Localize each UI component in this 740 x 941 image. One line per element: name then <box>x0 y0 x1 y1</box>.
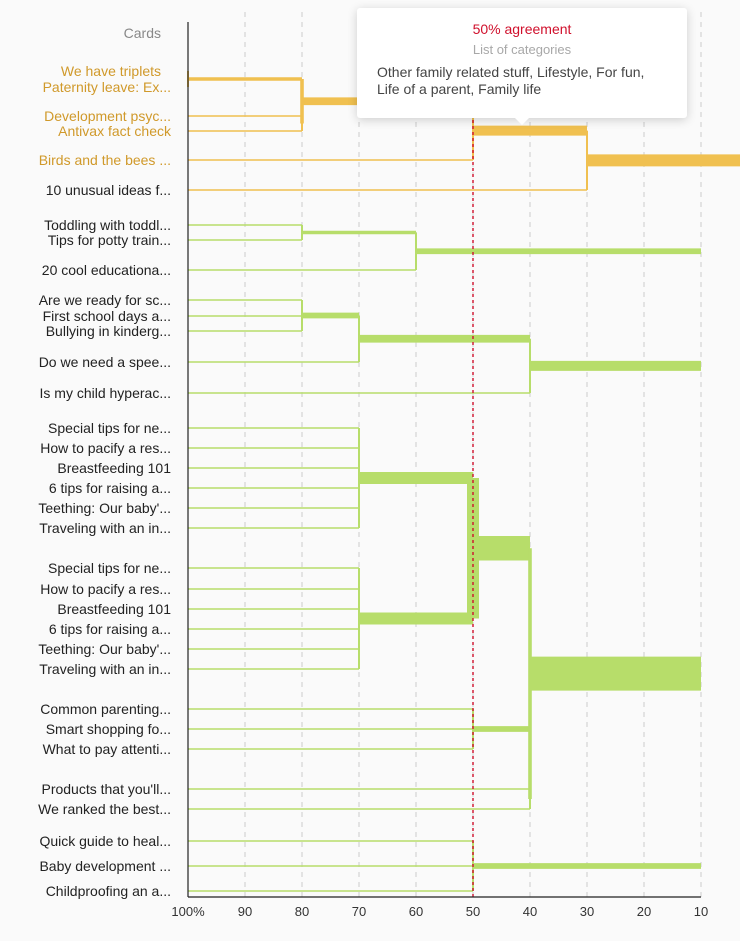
x-tick-label: 30 <box>580 904 594 919</box>
tooltip-subtitle: List of categories <box>472 42 572 57</box>
card-label[interactable]: Development psyc... <box>44 108 171 124</box>
card-label[interactable]: Quick guide to heal... <box>39 833 171 849</box>
tooltip-title: 50% agreement <box>472 21 572 37</box>
card-label[interactable]: First school days a... <box>43 308 171 324</box>
x-tick-label: 60 <box>409 904 423 919</box>
card-label[interactable]: Teething: Our baby'... <box>38 500 171 516</box>
card-label[interactable]: We ranked the best... <box>38 801 171 817</box>
x-tick-label: 20 <box>637 904 651 919</box>
card-label[interactable]: Special tips for ne... <box>48 560 171 576</box>
card-label[interactable]: Childproofing an a... <box>46 883 171 899</box>
x-tick-label: 50 <box>466 904 480 919</box>
card-label[interactable]: 20 cool educationa... <box>42 262 171 278</box>
cards-header: Cards <box>124 25 161 41</box>
card-label[interactable]: Toddling with toddl... <box>44 217 171 233</box>
card-label[interactable]: Do we need a spee... <box>39 354 171 370</box>
card-label[interactable]: Is my child hyperac... <box>40 385 172 401</box>
x-tick-label: 90 <box>238 904 252 919</box>
card-label[interactable]: Traveling with an in... <box>39 520 171 536</box>
card-label[interactable]: Paternity leave: Ex... <box>43 79 171 95</box>
card-label[interactable]: Products that you'll... <box>41 781 171 797</box>
card-label[interactable]: Are we ready for sc... <box>39 292 171 308</box>
card-label[interactable]: How to pacify a res... <box>40 581 171 597</box>
card-label[interactable]: What to pay attenti... <box>43 741 171 757</box>
card-label[interactable]: We have triplets <box>61 63 161 79</box>
card-label[interactable]: 6 tips for raising a... <box>49 480 171 496</box>
card-label[interactable]: Breastfeeding 101 <box>57 460 171 476</box>
card-label[interactable]: Bullying in kinderg... <box>46 323 171 339</box>
tooltip-categories: Other family related stuff, Lifestyle, F… <box>377 64 645 97</box>
dendrogram-links <box>187 71 740 892</box>
card-label[interactable]: Birds and the bees ... <box>39 152 171 168</box>
x-tick-label: 80 <box>295 904 309 919</box>
card-label[interactable]: Tips for potty train... <box>48 232 171 248</box>
card-label[interactable]: Traveling with an in... <box>39 661 171 677</box>
card-label[interactable]: 6 tips for raising a... <box>49 621 171 637</box>
card-label[interactable]: Antivax fact check <box>58 123 172 139</box>
agreement-tooltip: 50% agreement List of categories Other f… <box>357 8 687 125</box>
card-label[interactable]: Common parenting... <box>40 701 171 717</box>
card-label[interactable]: Special tips for ne... <box>48 420 171 436</box>
x-tick-label: 70 <box>352 904 366 919</box>
card-label[interactable]: 10 unusual ideas f... <box>46 182 171 198</box>
card-label[interactable]: Breastfeeding 101 <box>57 601 171 617</box>
card-label[interactable]: How to pacify a res... <box>40 440 171 456</box>
card-label[interactable]: Smart shopping fo... <box>46 721 171 737</box>
card-label[interactable]: Baby development ... <box>39 858 171 874</box>
x-tick-label: 10 <box>694 904 708 919</box>
x-axis: 100% 90 80 70 60 50 40 30 20 10 <box>171 22 708 919</box>
x-tick-label: 40 <box>523 904 537 919</box>
x-tick-label: 100% <box>171 904 205 919</box>
card-label[interactable]: Teething: Our baby'... <box>38 641 171 657</box>
